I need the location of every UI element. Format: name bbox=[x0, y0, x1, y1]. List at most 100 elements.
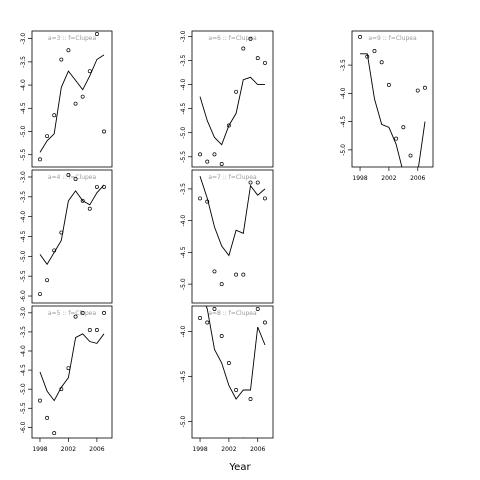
y-tick-label: -3.0 bbox=[20, 307, 27, 319]
y-tick-label: -3.5 bbox=[20, 191, 27, 203]
y-tick-label: -4.5 bbox=[20, 102, 27, 114]
observed-point bbox=[241, 46, 246, 51]
x-tick-label: 1998 bbox=[192, 446, 207, 453]
x-tick-label: 2002 bbox=[221, 446, 236, 453]
x-tick-label: 1998 bbox=[352, 175, 367, 182]
panel-title: a=3 :: f=Clupea bbox=[48, 35, 97, 42]
observed-point bbox=[59, 57, 64, 62]
y-tick-label: -4.5 bbox=[20, 364, 27, 376]
panel-plot-area bbox=[358, 34, 427, 167]
y-tick-label: -5.0 bbox=[20, 250, 27, 262]
observed-point bbox=[94, 32, 99, 36]
y-tick-label: -4.0 bbox=[20, 211, 27, 223]
x-tick-label: 2002 bbox=[381, 175, 396, 182]
y-tick-label: -4.5 bbox=[180, 103, 187, 115]
observed-point bbox=[255, 307, 260, 311]
observed-point bbox=[372, 49, 377, 53]
y-tick-label: -4.0 bbox=[180, 215, 187, 227]
y-tick-label: -3.0 bbox=[20, 171, 27, 183]
panel-title: a=9 :: f=Clupea bbox=[368, 35, 417, 42]
observed-point bbox=[234, 89, 239, 94]
observed-point bbox=[248, 180, 253, 185]
observed-point bbox=[219, 282, 224, 287]
observed-point bbox=[212, 269, 217, 274]
observed-point bbox=[80, 310, 85, 315]
observed-point bbox=[66, 48, 71, 53]
observed-point bbox=[38, 398, 42, 403]
observed-point bbox=[94, 328, 99, 332]
panel-frame bbox=[191, 30, 274, 168]
panel-title: a=6 :: f=Clupea bbox=[208, 35, 257, 42]
y-tick-label: -5.0 bbox=[180, 278, 187, 290]
observed-point bbox=[52, 431, 57, 436]
fitted-line bbox=[39, 333, 105, 402]
observed-point bbox=[212, 152, 217, 157]
panel-3: a=5 :: f=Clupea-6.0 -5.5 -5.0 -4.5 -4.0 -3.5 -… bbox=[20, 305, 113, 453]
y-tick-label: -5.0 bbox=[180, 127, 187, 139]
panel-frame bbox=[191, 305, 274, 439]
observed-point bbox=[358, 34, 362, 39]
observed-point bbox=[45, 134, 50, 139]
panel-plot-area bbox=[198, 36, 267, 166]
fitted-line bbox=[199, 176, 266, 257]
observed-point bbox=[241, 272, 246, 277]
y-tick-label: -5.5 bbox=[20, 149, 27, 161]
y-tick-label: -3.5 bbox=[20, 56, 27, 68]
y-tick-label: -4.0 bbox=[340, 87, 347, 99]
y-tick-label: -4.5 bbox=[180, 370, 187, 382]
x-tick-label: 2006 bbox=[89, 446, 104, 453]
observed-point bbox=[226, 361, 231, 365]
observed-point bbox=[263, 196, 267, 201]
y-tick-label: -6.0 bbox=[20, 290, 27, 302]
observed-point bbox=[87, 328, 92, 332]
y-tick-label: -4.0 bbox=[180, 79, 187, 91]
panel-4: a=6 :: f=Clupea-5.5 -5.0 -4.5 -4.0 -3.5 -3.0 bbox=[180, 30, 274, 168]
x-axis-title: Year bbox=[228, 462, 251, 473]
observed-point bbox=[205, 320, 210, 325]
observed-point bbox=[255, 56, 260, 61]
fitted-line bbox=[199, 76, 265, 146]
panel-title: a=5 :: f=Clupea bbox=[48, 310, 97, 317]
y-tick-label: -3.0 bbox=[20, 33, 27, 45]
observed-point bbox=[38, 157, 42, 162]
panel-title: a=4 :: f=Clupea bbox=[48, 174, 97, 181]
y-tick-label: -4.5 bbox=[340, 116, 347, 128]
panel-frame bbox=[191, 169, 274, 304]
observed-point bbox=[73, 314, 78, 319]
y-tick-label: -5.0 bbox=[180, 415, 187, 427]
y-tick-label: -4.0 bbox=[180, 325, 187, 337]
y-tick-label: -5.5 bbox=[20, 270, 27, 282]
observed-point bbox=[212, 307, 217, 311]
observed-point bbox=[45, 278, 50, 283]
observed-point bbox=[66, 173, 71, 177]
observed-point bbox=[234, 272, 239, 277]
observed-point bbox=[94, 184, 99, 189]
y-tick-label: -3.0 bbox=[180, 30, 187, 42]
observed-point bbox=[234, 388, 239, 392]
panel-plot-area bbox=[198, 176, 267, 287]
panel-grid: a=3 :: f=Clupea-5.5-5.0-4.5-4.0-3.5-3.0a… bbox=[20, 30, 434, 453]
fitted-line bbox=[39, 54, 105, 153]
observed-point bbox=[248, 36, 253, 41]
observed-point bbox=[219, 162, 224, 166]
observed-point bbox=[415, 88, 420, 93]
observed-point bbox=[198, 316, 202, 320]
y-tick-label: -3.5 bbox=[20, 326, 27, 338]
observed-point bbox=[386, 82, 391, 87]
observed-point bbox=[102, 310, 106, 315]
observed-point bbox=[242, 437, 245, 438]
panel-frame bbox=[351, 30, 434, 168]
observed-point bbox=[263, 60, 267, 65]
observed-point bbox=[401, 125, 406, 130]
observed-point bbox=[423, 85, 427, 90]
x-tick-label: 2006 bbox=[250, 446, 265, 453]
panel-frame bbox=[31, 305, 113, 439]
y-tick-label: -6.0 bbox=[20, 421, 27, 433]
observed-point bbox=[219, 334, 224, 338]
panel-5: a=7 :: f=Clupea-5.0 -4.5 -4.0 -3.5 bbox=[180, 169, 274, 304]
observed-point bbox=[408, 153, 413, 158]
observed-point bbox=[52, 113, 57, 118]
x-tick-label: 2006 bbox=[410, 175, 425, 182]
